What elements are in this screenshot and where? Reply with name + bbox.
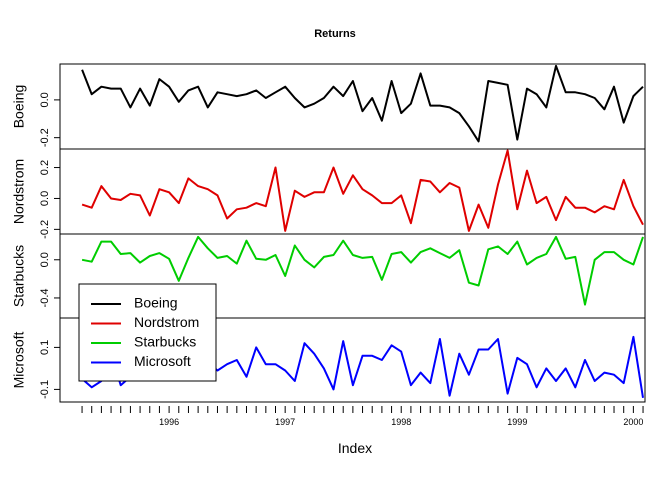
y-tick-label-nordstrom: 0.2	[39, 160, 51, 175]
y-tick-label-nordstrom: -0.2	[39, 220, 51, 239]
panel-label-microsoft: Microsoft	[11, 332, 27, 389]
panel-starbucks: 0.0 -0.4 Starbucks	[11, 233, 646, 319]
y-tick-label-boeing: -0.2	[39, 128, 51, 147]
legend-label-starbucks: Starbucks	[134, 334, 196, 350]
series-line-boeing	[81, 64, 644, 143]
legend-label-microsoft: Microsoft	[134, 353, 191, 369]
y-tick-label-microsoft: -0.1	[39, 380, 51, 399]
x-tick-label: 1998	[391, 417, 411, 427]
x-axis-label: Index	[338, 440, 372, 456]
y-tick-label-starbucks: -0.4	[39, 288, 51, 307]
x-tick-label: 1997	[275, 417, 295, 427]
y-tick-label-boeing: 0.0	[39, 92, 51, 107]
chart-title: Returns	[314, 28, 356, 40]
y-tick-label-nordstrom: 0.0	[39, 191, 51, 206]
legend-label-boeing: Boeing	[134, 295, 178, 311]
y-tick-label-starbucks: 0.0	[39, 252, 51, 267]
y-tick-label-microsoft: 0.1	[39, 340, 51, 355]
panel-boeing: 0.0 -0.2 Boeing	[11, 63, 646, 150]
series-line-nordstrom	[81, 149, 644, 232]
legend-label-nordstrom: Nordstrom	[134, 314, 199, 330]
panel-nordstrom: 0.2 0.0 -0.2 Nordstrom	[11, 148, 646, 239]
legend-box	[78, 283, 217, 382]
panel-frame-boeing	[59, 63, 646, 150]
x-tick-label: 2000	[623, 417, 643, 427]
panel-label-nordstrom: Nordstrom	[11, 159, 27, 224]
x-tick-label: 1999	[507, 417, 527, 427]
panel-label-starbucks: Starbucks	[11, 245, 27, 307]
panel-frame-microsoft	[59, 317, 646, 403]
panel-label-boeing: Boeing	[11, 85, 27, 129]
panels-group: 0.0 -0.2 Boeing 0.2 0.0 -0.2 Nordstrom 0.0 -0.4 S…	[11, 63, 646, 403]
series-line-starbucks	[81, 235, 644, 306]
legend: Boeing Nordstrom Starbucks Microsoft	[78, 283, 217, 382]
panel-frame-nordstrom	[59, 148, 646, 235]
x-tick-label: 1996	[159, 417, 179, 427]
x-axis: 1996 1997 1998 1999 2000	[81, 406, 644, 427]
